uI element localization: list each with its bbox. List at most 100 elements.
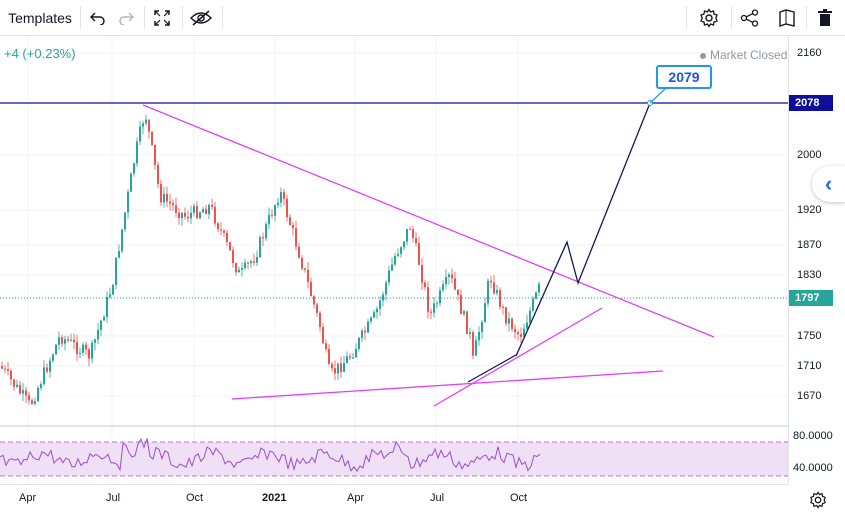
toolbar-divider	[80, 6, 81, 29]
candle-body	[37, 387, 39, 402]
candle-body	[439, 290, 441, 304]
candle-body	[232, 250, 234, 264]
candle-body	[256, 257, 258, 263]
candle-body	[466, 311, 468, 334]
candle-body	[40, 384, 42, 388]
price-tick: 1750	[797, 330, 822, 342]
candle-body	[154, 144, 156, 165]
trash-icon[interactable]	[814, 0, 836, 35]
candle-body	[112, 284, 114, 295]
time-axis[interactable]: Apr Jul Oct 2021 Apr Jul Oct	[0, 484, 788, 519]
candle-body	[409, 228, 411, 230]
projection-path[interactable]	[515, 102, 651, 357]
candle-body	[493, 282, 495, 294]
candle-body	[127, 191, 129, 213]
candle-body	[346, 356, 348, 363]
candle-body	[517, 332, 519, 335]
share-icon[interactable]	[738, 0, 762, 35]
ascending-trendline[interactable]	[433, 307, 603, 407]
candle-body	[499, 290, 501, 307]
time-label: Jul	[430, 492, 445, 504]
undo-icon[interactable]	[88, 0, 108, 35]
candle-body	[352, 357, 354, 359]
candle-body	[526, 322, 528, 329]
candle-body	[370, 317, 372, 322]
candle-body	[193, 206, 195, 213]
price-chart[interactable]	[0, 36, 788, 484]
candle-body	[490, 280, 492, 283]
redo-icon[interactable]	[116, 0, 136, 35]
candle-body	[31, 400, 33, 404]
candle-body	[1, 366, 3, 369]
candle-body	[433, 303, 435, 313]
candle-body	[97, 329, 99, 340]
candle-body	[187, 216, 189, 219]
axis-settings-icon[interactable]	[806, 488, 830, 512]
candle-body	[271, 214, 273, 216]
candle-body	[295, 228, 297, 247]
candle-body	[280, 191, 282, 203]
price-tick: 1830	[797, 269, 822, 281]
candle-body	[103, 317, 105, 321]
candle-body	[184, 212, 186, 217]
candle-body	[64, 339, 66, 344]
candle-body	[220, 229, 222, 231]
candle-body	[121, 229, 123, 252]
candle-body	[199, 212, 201, 219]
candle-body	[388, 270, 390, 283]
candle-body	[505, 307, 507, 324]
toolbar-divider	[806, 6, 807, 29]
candle-body	[157, 164, 159, 184]
candle-body	[67, 339, 69, 341]
candle-body	[262, 237, 264, 239]
candle-body	[265, 224, 267, 239]
candle-body	[235, 263, 237, 273]
candle-body	[472, 332, 474, 356]
candle-body	[250, 261, 252, 264]
price-tick: 1710	[797, 360, 822, 372]
candle-body	[196, 206, 198, 219]
candle-body	[292, 225, 294, 229]
candle-body	[223, 230, 225, 233]
time-label: 2021	[262, 492, 287, 504]
status-dot-icon	[700, 52, 706, 59]
descending-trendline[interactable]	[142, 104, 715, 338]
candle-body	[259, 237, 261, 258]
time-label: Oct	[186, 492, 204, 504]
candle-body	[514, 328, 516, 333]
target-callout[interactable]: 2079	[656, 65, 712, 89]
candle-body	[55, 344, 57, 355]
rsi-band	[0, 442, 788, 476]
candle-body	[328, 349, 330, 365]
price-tick: 1920	[797, 204, 822, 216]
fullscreen-icon[interactable]	[150, 0, 174, 35]
price-grid	[0, 36, 788, 484]
candle-body	[298, 246, 300, 258]
candle-body	[460, 294, 462, 315]
candle-body	[229, 242, 231, 251]
candle-body	[76, 342, 78, 354]
candle-body	[145, 119, 147, 124]
candle-body	[166, 193, 168, 202]
toolbar-divider	[686, 6, 687, 29]
candle-body	[139, 126, 141, 142]
candle-body	[190, 212, 192, 219]
candle-body	[268, 214, 270, 225]
candle-body	[88, 349, 90, 359]
lower-support-line[interactable]	[467, 354, 517, 383]
price-axis[interactable]: 2160 2078 2000 1920 1870 1830 1797 1750 …	[788, 36, 845, 484]
candle-body	[532, 298, 534, 311]
candle-body	[484, 303, 486, 323]
settings-icon[interactable]	[697, 0, 721, 35]
base-support-line[interactable]	[231, 370, 664, 400]
chevron-left-icon[interactable]: ‹	[812, 166, 845, 202]
rsi-tick: 40.0000	[793, 462, 833, 474]
candle-body	[364, 330, 366, 333]
candle-body	[163, 193, 165, 203]
candle-body	[310, 281, 312, 297]
templates-button[interactable]: Templates	[0, 0, 80, 35]
price-change: +4 (+0.23%)	[4, 46, 76, 61]
snapshot-icon[interactable]	[775, 0, 799, 35]
rsi-tick: 80.0000	[793, 430, 833, 442]
hide-drawings-icon[interactable]	[188, 0, 214, 35]
